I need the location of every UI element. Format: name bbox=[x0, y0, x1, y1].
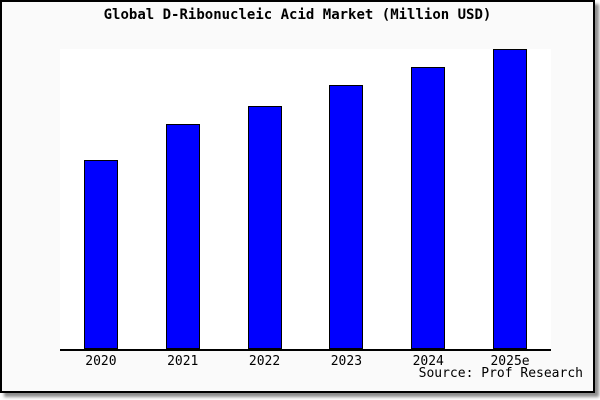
x-tick-2023: 2023 bbox=[330, 354, 363, 369]
x-axis-labels: 2020 2021 2022 2023 2024 2025e bbox=[60, 354, 551, 369]
bar-slot bbox=[387, 49, 469, 349]
source-label: Source: Prof Research bbox=[418, 366, 583, 381]
plot-area bbox=[60, 49, 551, 351]
bar-slot bbox=[469, 49, 551, 349]
bar-2022 bbox=[247, 106, 282, 349]
bar-2021 bbox=[165, 124, 200, 349]
bar-slot bbox=[224, 49, 306, 349]
bar-2020 bbox=[83, 160, 118, 349]
chart-title: Global D-Ribonucleic Acid Market (Millio… bbox=[103, 7, 492, 23]
x-tick-2025e: 2025e bbox=[490, 354, 530, 369]
bar-slot bbox=[142, 49, 224, 349]
x-tick-2024: 2024 bbox=[412, 354, 444, 369]
bar-2025e bbox=[493, 49, 528, 349]
x-tick-2020: 2020 bbox=[85, 354, 117, 369]
bar-slot bbox=[305, 49, 387, 349]
chart-frame: Global D-Ribonucleic Acid Market (Millio… bbox=[0, 0, 595, 393]
x-tick-2022: 2022 bbox=[248, 354, 281, 369]
bar-2024 bbox=[411, 67, 446, 349]
x-tick-2021: 2021 bbox=[167, 354, 199, 369]
bar-2023 bbox=[329, 85, 364, 349]
bar-slot bbox=[60, 49, 142, 349]
